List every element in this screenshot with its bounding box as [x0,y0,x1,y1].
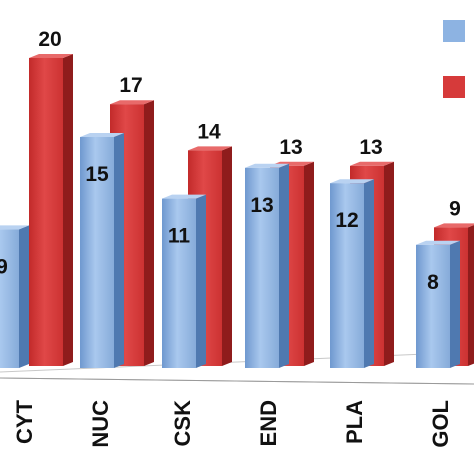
bar-top [350,161,394,166]
value-labels-layer: 20 9 17 15 14 11 13 13 13 12 9 8 [0,28,461,294]
x-axis-line [0,377,474,385]
value-label-series2-NUC: 17 [119,74,142,97]
category-label-END: END [256,400,281,446]
category-label-NUC: NUC [88,400,113,448]
bar-side [222,146,232,366]
bar-series1-PLA [330,179,374,368]
bar-top [188,146,232,151]
category-label-PLA: PLA [342,400,367,444]
bar-side [63,54,73,366]
bar-side [384,161,394,366]
bar-top [245,163,289,168]
bar-top [0,225,29,230]
value-label-series2-CYT: 20 [38,28,61,51]
bar-side [114,133,124,368]
bar-side [304,161,314,366]
category-label-CYT: CYT [12,399,37,444]
bar-side [279,163,289,368]
bar-side [196,194,206,368]
bar-side [468,224,474,366]
bar-front [245,167,279,368]
bar-series1-CSK [162,194,206,368]
bar-side [144,100,154,366]
bar-series1-CYT [0,225,29,368]
value-label-series2-CSK: 14 [197,120,221,143]
bar-front [0,229,19,368]
bars-layer [0,54,474,368]
bar-side [450,240,460,368]
bar-series1-END [245,163,289,368]
value-label-series1-PLA: 12 [335,209,358,232]
bar-front [80,137,114,368]
value-label-series1-CSK: 11 [168,225,191,248]
legend-swatch-series2 [443,76,465,98]
floor-back-edge [0,351,474,373]
bar-top [416,240,460,245]
bar-side [364,179,374,368]
value-label-series2-PLA: 13 [359,136,382,159]
bar-series1-GOL [416,240,460,368]
value-label-series1-GOL: 8 [427,271,439,294]
bar-top [29,54,73,58]
category-label-CSK: CSK [170,400,195,447]
bar-top [110,100,154,105]
bar-side [19,225,29,368]
bar-front [416,244,450,368]
value-label-series2-END: 13 [279,136,302,159]
legend [443,20,465,98]
value-label-series1-END: 13 [250,194,273,217]
bar-front [330,183,364,368]
category-labels-layer: CYT NUC CSK END PLA GOL [12,399,453,447]
bar-series2-CYT [29,54,73,366]
bar-front [29,58,63,366]
bar-front [162,198,196,368]
bar-top [80,133,124,137]
value-label-series1-NUC: 15 [85,163,109,186]
value-label-series2-GOL: 9 [449,197,461,220]
category-label-GOL: GOL [428,400,453,448]
bar-top [330,179,374,184]
bar-top [434,223,474,228]
value-label-series1-CYT: 9 [0,255,8,278]
bar-top [162,194,206,199]
bar-series1-NUC [80,133,124,368]
legend-swatch-series1 [443,20,465,42]
chart-floor [0,351,474,385]
